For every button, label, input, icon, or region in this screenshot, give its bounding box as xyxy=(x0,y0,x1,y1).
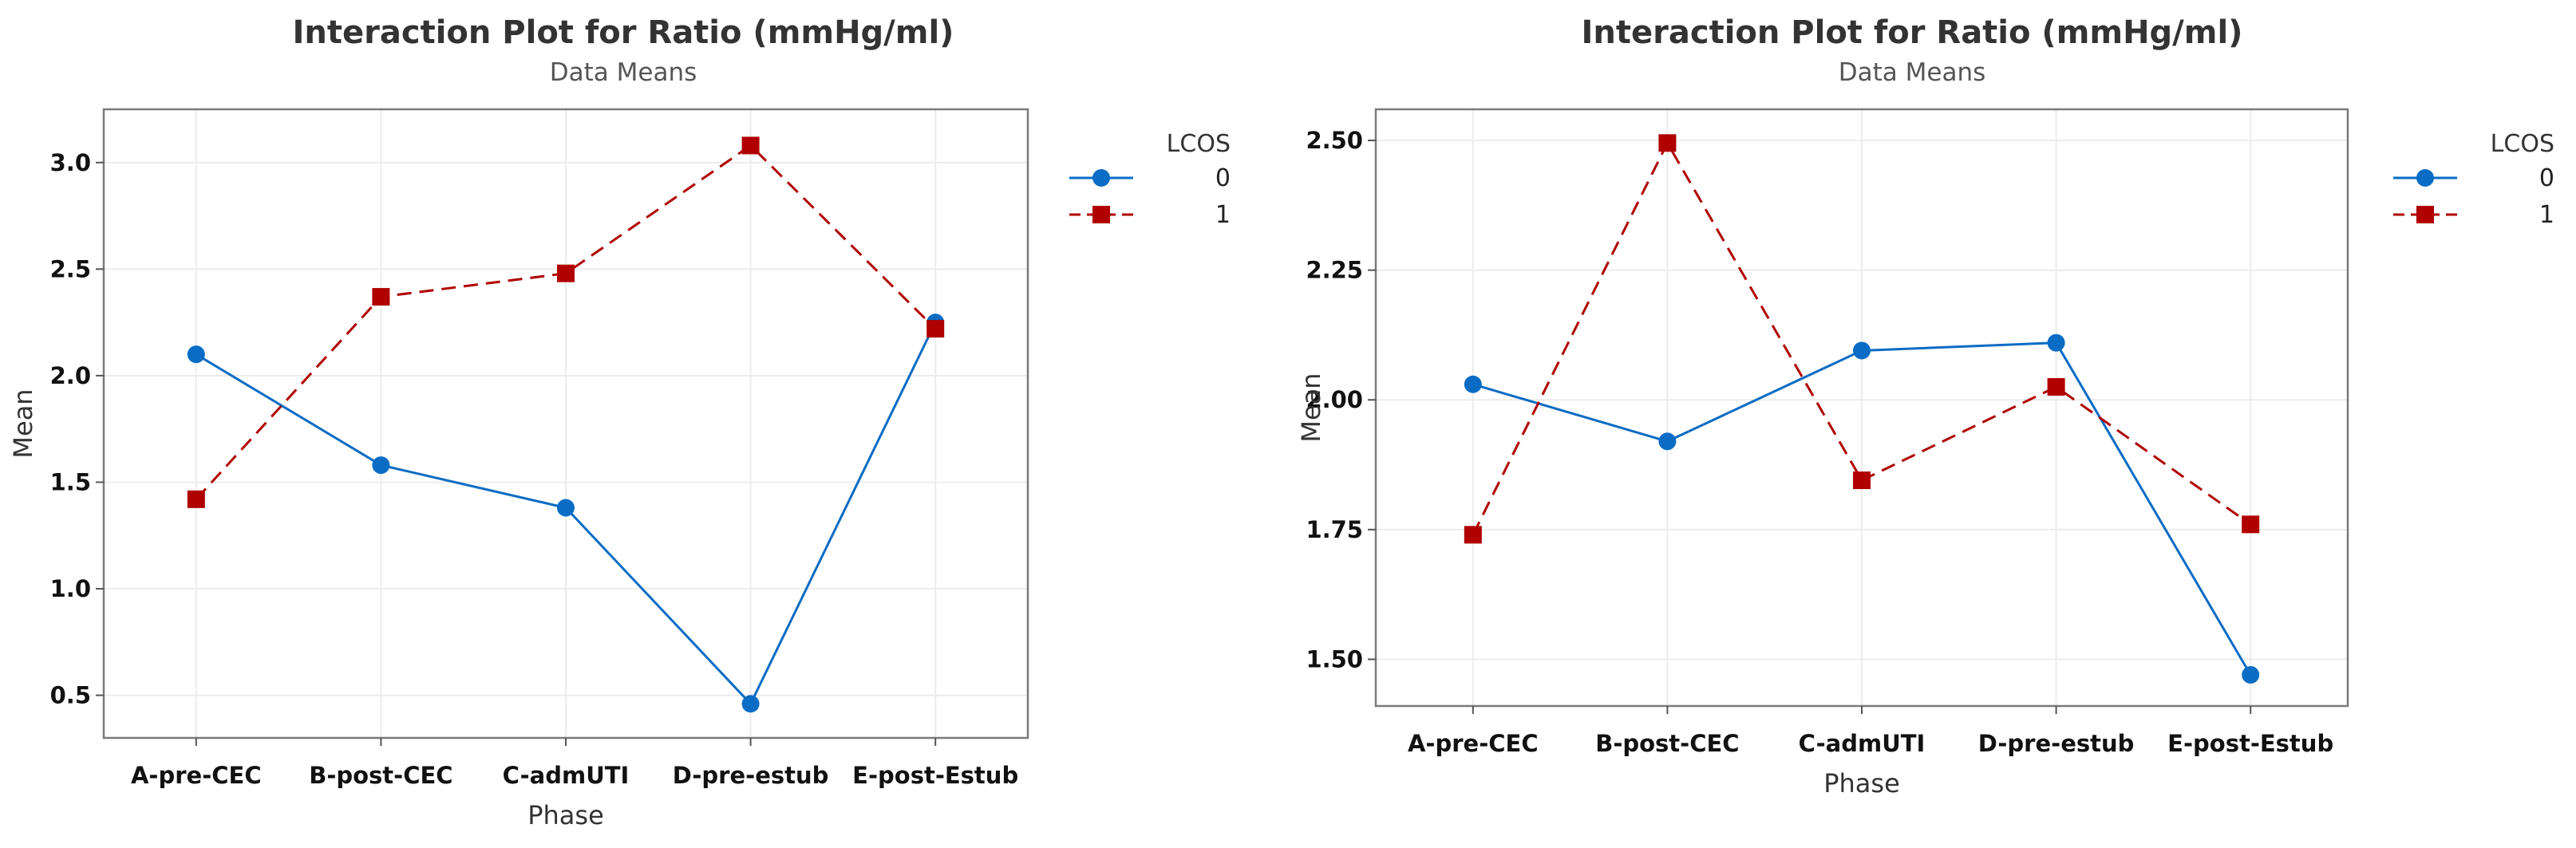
y-tick-label: 2.25 xyxy=(1306,257,1363,284)
chart-svg: Interaction Plot for Ratio (mmHg/ml) Data… xyxy=(1296,14,2554,799)
y-tick-label: 2.0 xyxy=(50,362,91,389)
legend-marker-square xyxy=(1092,206,1110,223)
x-tick-label: C-admUTI xyxy=(1799,730,1926,757)
y-tick-label: 1.50 xyxy=(1306,645,1363,672)
data-point-series-0 xyxy=(1464,375,1482,393)
data-point-series-0 xyxy=(1658,432,1677,451)
chart-svg: Interaction Plot for Ratio (mmHg/ml) Data… xyxy=(8,14,1231,830)
data-point-series-1 xyxy=(2242,515,2260,534)
data-point-series-0 xyxy=(372,456,390,475)
data-point-series-1 xyxy=(926,320,945,338)
data-point-series-0 xyxy=(187,345,205,364)
data-point-series-1 xyxy=(1853,471,1871,490)
data-point-series-0 xyxy=(557,499,575,517)
chart-subtitle: Data Means xyxy=(1839,58,1986,87)
interaction-plot-right: Interaction Plot for Ratio (mmHg/ml) Data… xyxy=(1288,0,2576,845)
chart-subtitle: Data Means xyxy=(550,58,697,87)
y-tick-label: 0.5 xyxy=(50,682,91,709)
interaction-plot-left: Interaction Plot for Ratio (mmHg/ml) Data… xyxy=(0,0,1288,845)
legend-title: LCOS xyxy=(1167,130,1231,158)
y-axis-label: Mean xyxy=(8,389,38,458)
legend-marker-square xyxy=(2416,206,2434,223)
legend-entry-label: 0 xyxy=(2539,164,2554,192)
legend-entry-label: 1 xyxy=(1215,201,1231,229)
x-tick-label: A-pre-CEC xyxy=(1408,730,1539,757)
x-tick-label: B-post-CEC xyxy=(309,762,452,789)
y-tick-label: 2.50 xyxy=(1306,127,1363,154)
data-point-series-0 xyxy=(2242,665,2260,684)
data-point-series-1 xyxy=(1464,526,1482,544)
y-tick-label: 1.5 xyxy=(50,468,91,495)
y-tick-label: 2.00 xyxy=(1306,386,1363,413)
y-tick-label: 1.75 xyxy=(1306,516,1363,543)
x-tick-label: E-post-Estub xyxy=(852,762,1018,789)
data-point-series-1 xyxy=(1658,134,1677,152)
legend-entry-label: 0 xyxy=(1215,164,1231,192)
data-point-series-1 xyxy=(372,288,390,306)
x-tick-label: A-pre-CEC xyxy=(131,762,262,789)
x-tick-label: D-pre-estub xyxy=(673,762,829,789)
legend-entry-label: 1 xyxy=(2539,201,2554,229)
y-axis-label: Mean xyxy=(1296,373,1326,442)
chart-title: Interaction Plot for Ratio (mmHg/ml) xyxy=(1582,14,2243,51)
data-point-series-1 xyxy=(2047,377,2065,396)
x-axis-label: Phase xyxy=(527,800,604,830)
y-tick-label: 1.0 xyxy=(50,575,91,602)
x-tick-label: C-admUTI xyxy=(503,762,630,789)
chart-title: Interaction Plot for Ratio (mmHg/ml) xyxy=(293,14,954,51)
legend-marker-circle xyxy=(2416,169,2434,187)
x-tick-label: E-post-Estub xyxy=(2167,730,2333,757)
data-point-series-0 xyxy=(2047,333,2065,352)
data-point-series-1 xyxy=(741,136,760,155)
x-axis-label: Phase xyxy=(1823,768,1900,799)
x-tick-label: B-post-CEC xyxy=(1595,730,1739,757)
x-tick-label: D-pre-estub xyxy=(1978,730,2135,757)
y-tick-label: 3.0 xyxy=(50,149,91,176)
data-point-series-0 xyxy=(741,695,760,713)
legend-title: LCOS xyxy=(2491,130,2554,158)
legend-marker-circle xyxy=(1092,169,1110,187)
data-point-series-0 xyxy=(1853,341,1871,360)
data-point-series-1 xyxy=(557,264,575,282)
data-point-series-1 xyxy=(187,490,205,508)
y-tick-label: 2.5 xyxy=(50,255,91,282)
